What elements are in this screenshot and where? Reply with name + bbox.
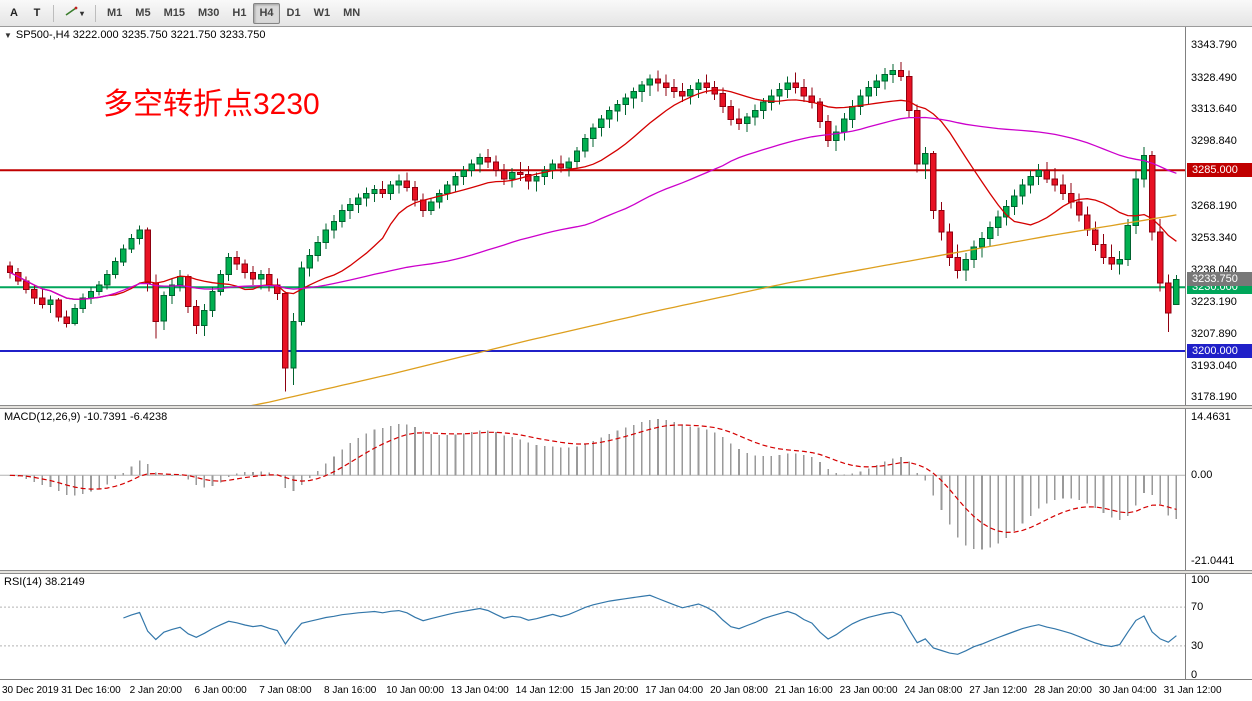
macd-tick-label: -21.0441: [1191, 554, 1235, 567]
time-axis-label: 7 Jan 08:00: [259, 685, 312, 696]
price-panel[interactable]: ▼ SP500-,H4 3222.000 3235.750 3221.750 3…: [0, 27, 1185, 405]
collapse-arrow-icon[interactable]: ▼: [4, 30, 12, 40]
price-tick-label: 3328.490: [1191, 71, 1237, 84]
time-axis-label: 6 Jan 00:00: [194, 685, 247, 696]
chart-annotation-text[interactable]: 多空转折点3230: [103, 88, 320, 121]
rsi-label: RSI(14) 38.2149: [4, 576, 85, 588]
macd-histogram: [9, 419, 1178, 550]
macd-tick-label: 14.4631: [1191, 410, 1231, 423]
timeframe-button-m1[interactable]: M1: [101, 3, 128, 24]
macd-tick-label: 0.00: [1191, 469, 1213, 482]
price-tick-label: 3268.190: [1191, 200, 1237, 213]
timeframe-button-w1[interactable]: W1: [308, 3, 337, 24]
trendline-tool-button[interactable]: ▾: [59, 3, 90, 24]
price-badge-3285.000: 3285.000: [1187, 163, 1252, 178]
timeframe-group: M1 M5 M15 M30 H1 H4 D1 W1 MN: [101, 2, 366, 24]
candlesticks: [6, 61, 1180, 392]
time-axis-label: 8 Jan 16:00: [324, 685, 377, 696]
time-axis-label: 23 Jan 00:00: [839, 685, 898, 696]
toolbar: A T ▾ M1 M5 M15 M30 H1 H4 D1 W1 MN: [0, 0, 1252, 27]
time-axis-label: 17 Jan 04:00: [645, 685, 704, 696]
price-tick-label: 3343.790: [1191, 39, 1237, 52]
timeframe-button-m15[interactable]: M15: [158, 3, 191, 24]
time-axis[interactable]: 30 Dec 2019 31 Dec 16:00 2 Jan 20:00 6 Jan …: [0, 679, 1252, 701]
timeframe-button-mn[interactable]: MN: [337, 3, 366, 24]
timeframe-button-m5[interactable]: M5: [129, 3, 156, 24]
timeframe-button-d1[interactable]: D1: [281, 3, 307, 24]
macd-panel[interactable]: MACD(12,26,9) -10.7391 -6.4238: [0, 409, 1185, 570]
price-tick-label: 3223.190: [1191, 295, 1237, 308]
price-tick-label: 3313.640: [1191, 103, 1237, 116]
time-axis-label: 20 Jan 08:00: [710, 685, 768, 696]
price-tick-label: 3193.040: [1191, 359, 1237, 372]
price-tick-label: 3207.890: [1191, 328, 1237, 341]
time-axis-label: 21 Jan 16:00: [774, 685, 833, 696]
rsi-tick-label: 0: [1191, 669, 1198, 681]
macd-axis[interactable]: 14.4631 0.00 -21.0441: [1185, 409, 1252, 570]
toolbar-separator: [53, 4, 54, 22]
panel-divider[interactable]: [0, 570, 1252, 574]
rsi-tick-label: 30: [1191, 639, 1204, 652]
macd-plot[interactable]: [0, 409, 1185, 570]
rsi-tick-label: 70: [1191, 601, 1204, 614]
rsi-panel[interactable]: RSI(14) 38.2149: [0, 574, 1185, 679]
panel-divider[interactable]: [0, 405, 1252, 409]
price-tick-label: 3178.190: [1191, 391, 1237, 404]
timeframe-button-h4[interactable]: H4: [253, 2, 280, 24]
trendline-icon: [65, 6, 78, 20]
time-axis-label: 27 Jan 12:00: [969, 685, 1028, 696]
moving-averages: [9, 89, 1177, 405]
time-axis-label: 15 Jan 20:00: [580, 685, 639, 696]
timeframe-button-h1[interactable]: H1: [226, 3, 252, 24]
time-axis-label: 10 Jan 00:00: [386, 685, 444, 696]
time-axis-label: 31 Jan 12:00: [1163, 685, 1222, 696]
rsi-axis[interactable]: 100 70 30 0: [1185, 574, 1252, 681]
time-axis-label: 30 Dec 2019: [2, 685, 59, 696]
time-axis-label: 31 Dec 16:00: [61, 685, 121, 696]
time-axis-label: 14 Jan 12:00: [515, 685, 574, 696]
price-axis[interactable]: 3343.790 3328.490 3313.640 3298.840 3268.190…: [1185, 27, 1252, 405]
timeframe-button-m30[interactable]: M30: [192, 3, 225, 24]
price-tick-label: 3253.340: [1191, 231, 1237, 244]
rsi-plot[interactable]: [0, 574, 1185, 679]
rsi-tick-label: 100: [1191, 574, 1210, 586]
chart-area: ▼ SP500-,H4 3222.000 3235.750 3221.750 3…: [0, 27, 1252, 701]
text-tool-button[interactable]: T: [26, 3, 48, 24]
dropdown-caret-icon: ▾: [80, 8, 85, 18]
toolbar-separator: [95, 4, 97, 22]
time-axis-label: 13 Jan 04:00: [450, 685, 509, 696]
price-plot[interactable]: [0, 27, 1185, 405]
time-axis-label: 24 Jan 08:00: [904, 685, 963, 696]
current-price-badge: 3233.750: [1187, 272, 1252, 287]
time-axis-label: 28 Jan 20:00: [1034, 685, 1092, 696]
price-badge-3200.000: 3200.000: [1187, 344, 1252, 359]
time-axis-label: 2 Jan 20:00: [129, 685, 182, 696]
time-axis-label: 30 Jan 04:00: [1098, 685, 1157, 696]
arrow-tool-button[interactable]: A: [3, 3, 25, 24]
price-tick-label: 3298.840: [1191, 134, 1237, 147]
symbol-ohlc-text: SP500-,H4 3222.000 3235.750 3221.750 323…: [15, 29, 266, 41]
macd-label: MACD(12,26,9) -10.7391 -6.4238: [4, 411, 168, 423]
symbol-ohlc-label: ▼ SP500-,H4 3222.000 3235.750 3221.750 3…: [4, 29, 265, 41]
